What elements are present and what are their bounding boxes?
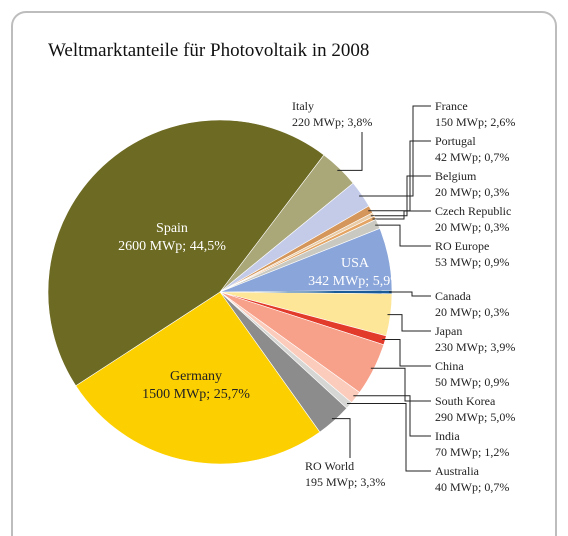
slice-label: 20 MWp; 0,3% [435, 185, 509, 199]
slice-label: 42 MWp; 0,7% [435, 150, 509, 164]
slice-name: Czech Republic [435, 204, 511, 218]
slice-label: 50 MWp; 0,9% [435, 375, 509, 389]
leader-line [387, 314, 431, 332]
slice-name: Portugal [435, 134, 476, 148]
slice-name: Australia [435, 464, 480, 478]
slice-label: 342 MWp; 5,9% [308, 274, 402, 289]
slice-name: RO Europe [435, 239, 489, 253]
slice-label: 195 MWp; 3,3% [305, 475, 385, 489]
slice-label: 70 MWp; 1,2% [435, 445, 509, 459]
leader-line [372, 210, 431, 220]
slice-label: 53 MWp; 0,9% [435, 255, 509, 269]
slice-name: India [435, 429, 460, 443]
slice-name: RO World [305, 459, 354, 473]
leader-line [331, 418, 351, 458]
slice-name: Belgium [435, 169, 477, 183]
slice-name: Germany [170, 369, 222, 384]
slice-name: China [435, 359, 464, 373]
pie-slice [47, 119, 325, 387]
slice-label: 20 MWp; 0,3% [435, 220, 509, 234]
slice-name: Spain [156, 221, 188, 236]
slice-label: 1500 MWp; 25,7% [142, 387, 250, 402]
leader-line [382, 339, 431, 367]
slice-label: 40 MWp; 0,7% [435, 480, 509, 494]
leader-line [359, 105, 431, 197]
leader-line [389, 291, 431, 297]
slice-label: 230 MWp; 3,9% [435, 340, 515, 354]
leader-line [346, 403, 431, 472]
slice-name: Japan [435, 324, 462, 338]
leader-line [370, 367, 431, 402]
leader-line [375, 224, 431, 247]
leader-line [370, 175, 431, 217]
pie-slice [75, 291, 321, 465]
slice-label: 220 MWp; 3,8% [292, 115, 372, 129]
slice-name: South Korea [435, 394, 496, 408]
slice-name: USA [341, 256, 370, 271]
pie-slice [219, 228, 393, 293]
slice-label: 2600 MWp; 44,5% [118, 239, 226, 254]
slice-name: Canada [435, 289, 472, 303]
leader-line [353, 395, 431, 437]
slice-name: France [435, 99, 468, 113]
slice-label: 20 MWp; 0,3% [435, 305, 509, 319]
chart-title: Weltmarktanteile für Photovoltaik in 200… [48, 40, 369, 61]
slice-name: Italy [292, 99, 314, 113]
leader-line [337, 132, 363, 171]
slice-label: 150 MWp; 2,6% [435, 115, 515, 129]
slice-label: 290 MWp; 5,0% [435, 410, 515, 424]
